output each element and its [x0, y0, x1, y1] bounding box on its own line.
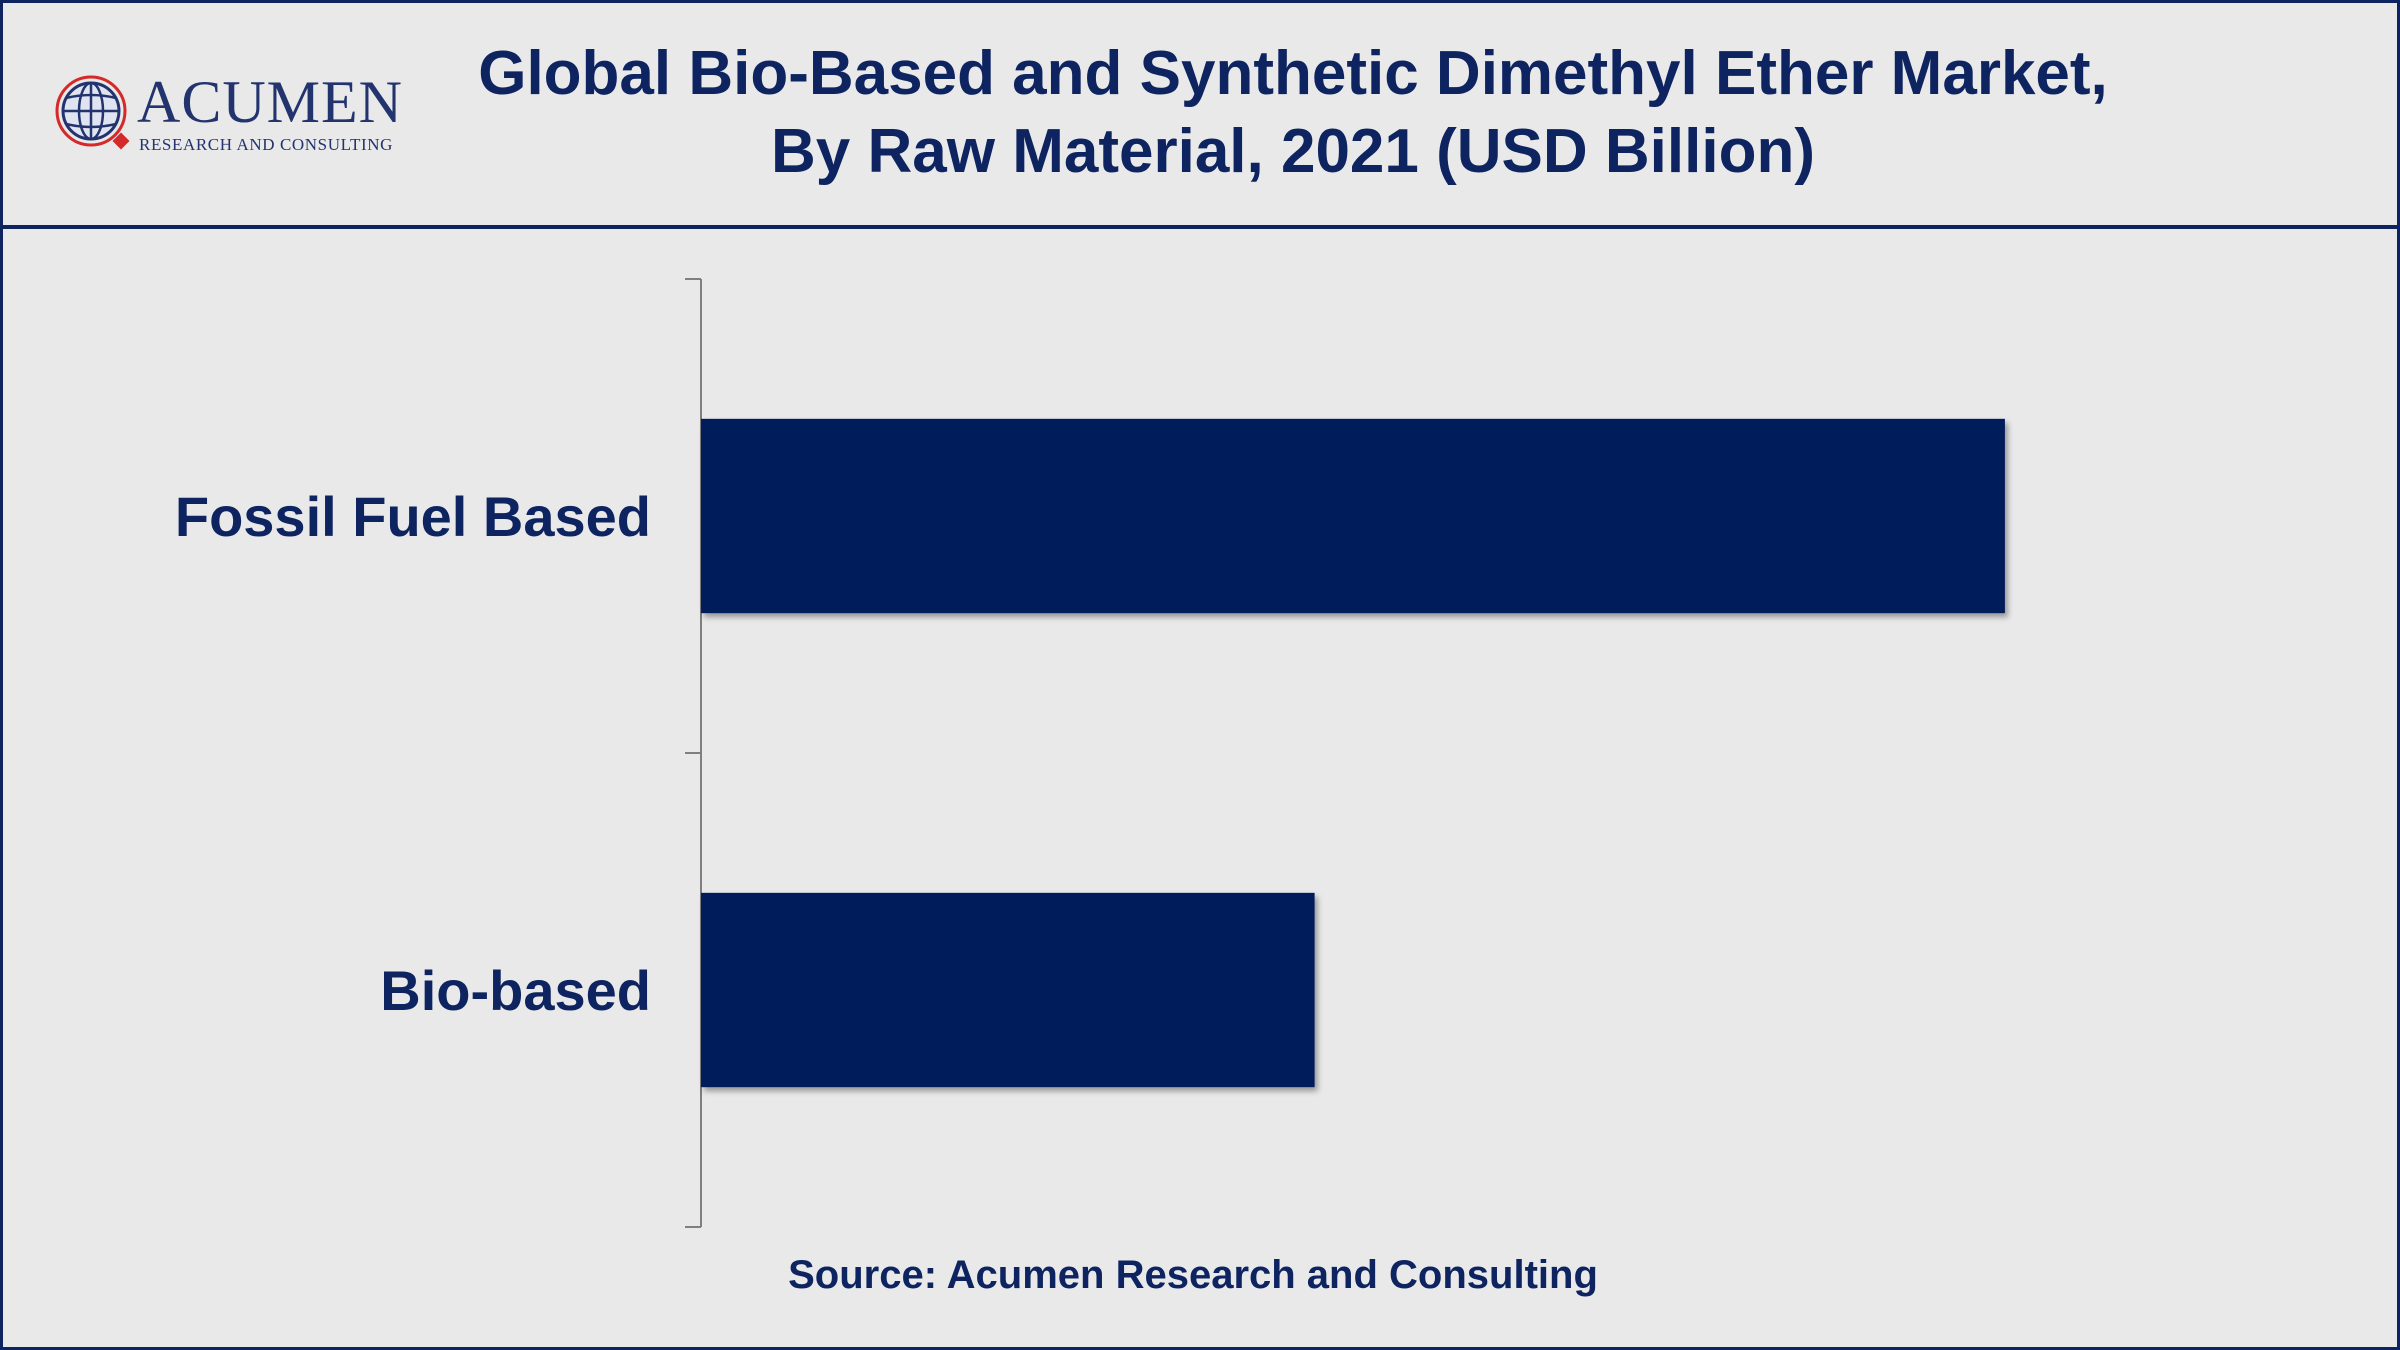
bars	[701, 418, 2005, 1088]
category-label: Bio-based	[380, 959, 651, 1022]
bar-fossil-fuel-based	[701, 418, 2005, 614]
category-label: Fossil Fuel Based	[175, 485, 651, 548]
logo-wordmark: ACUMEN	[137, 69, 404, 135]
globe-icon	[55, 75, 130, 150]
company-logo: ACUMEN RESEARCH AND CONSULTING	[51, 67, 411, 163]
chart-title: Global Bio-Based and Synthetic Dimethyl …	[383, 35, 2203, 191]
category-labels: Fossil Fuel Based Bio-based	[175, 485, 651, 1022]
chart-title-line-2: By Raw Material, 2021 (USD Billion)	[771, 117, 1815, 186]
category-axis	[685, 278, 702, 1228]
bar-bio-based	[701, 892, 1315, 1088]
logo-subtitle: RESEARCH AND CONSULTING	[139, 135, 394, 154]
source-note: Source: Acumen Research and Consulting	[788, 1253, 1598, 1297]
header: ACUMEN RESEARCH AND CONSULTING Global Bi…	[3, 3, 2397, 229]
chart-title-line-1: Global Bio-Based and Synthetic Dimethyl …	[478, 39, 2108, 108]
bar-chart: Fossil Fuel Based Bio-based	[175, 278, 2005, 1228]
